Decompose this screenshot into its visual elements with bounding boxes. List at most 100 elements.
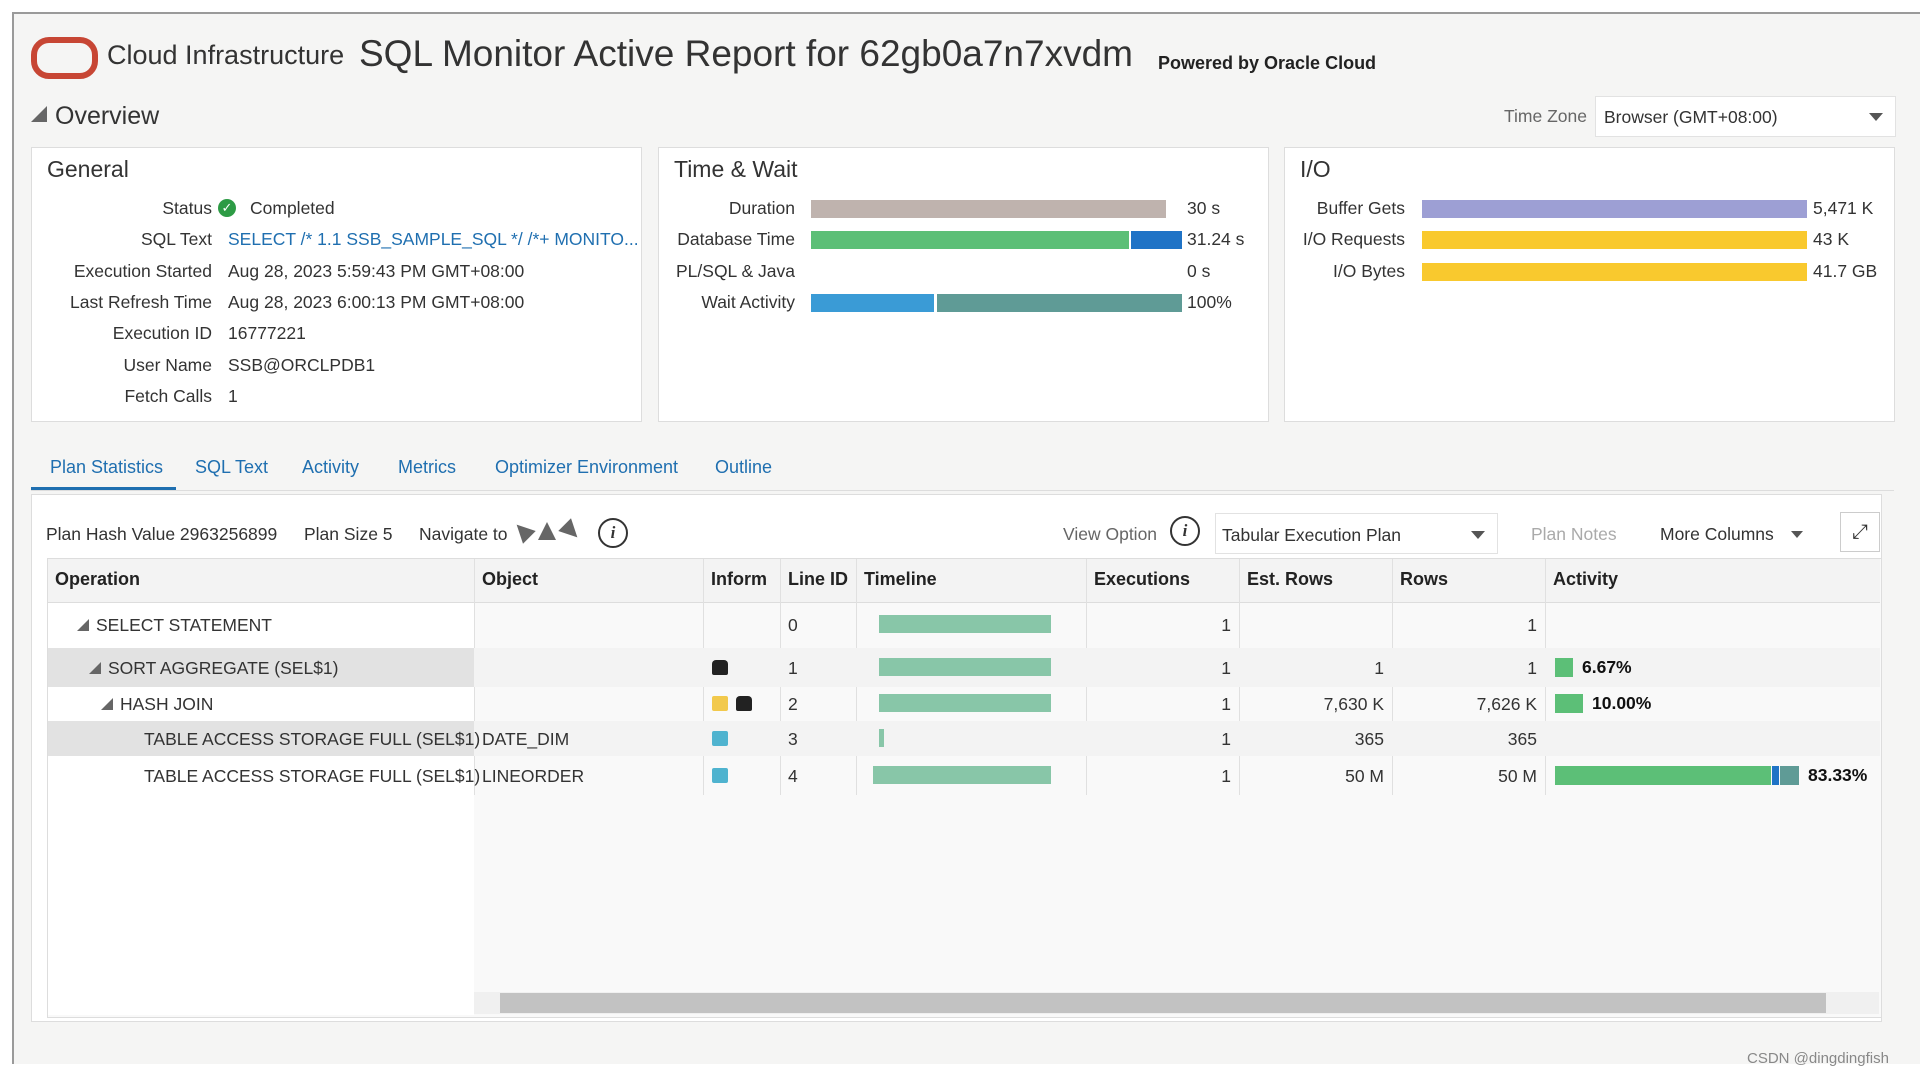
plan-size: Plan Size 5 (304, 524, 393, 544)
overview-title: Overview (55, 102, 160, 130)
more-columns[interactable]: More Columns (1660, 524, 1774, 544)
field-label: SQL Text (140, 229, 212, 250)
expand-icon[interactable] (101, 698, 113, 710)
row-selected (48, 721, 474, 756)
tab-divider (31, 490, 1894, 491)
operation: SELECT STATEMENT (96, 615, 272, 635)
timeline-bar (879, 694, 1051, 712)
nav-arrow[interactable] (538, 522, 556, 540)
timeline-bar (873, 765, 1051, 784)
column-header[interactable]: Object (482, 569, 539, 589)
field-value: 41.7 GB (1813, 260, 1878, 281)
tab[interactable]: SQL Text (195, 457, 269, 477)
bar (1422, 200, 1807, 218)
row-selected (48, 648, 474, 687)
field-label: Database Time (677, 229, 795, 250)
field-label: Duration (728, 198, 795, 218)
line-id: 0 (788, 615, 798, 635)
field-value: SELECT /* 1.1 SSB_SAMPLE_SQL */ /*+ MONI… (228, 229, 639, 250)
activity-value: 83.33% (1808, 764, 1868, 785)
field-label: Wait Activity (701, 291, 795, 312)
bar (1131, 231, 1182, 250)
collapse-icon[interactable] (31, 106, 47, 122)
panel-title: Time & Wait (674, 156, 798, 182)
dropdown-arrow (1471, 531, 1485, 539)
tab[interactable]: Outline (715, 457, 773, 477)
view-option-select[interactable]: Tabular Execution Plan (1215, 513, 1498, 554)
rows: 365 (1507, 728, 1537, 749)
operation: SORT AGGREGATE (SEL$1) (108, 657, 339, 678)
expand-button[interactable]: ⤢ (1840, 512, 1880, 552)
rows: 1 (1527, 657, 1537, 678)
est-rows: 50 M (1345, 765, 1384, 786)
info-icon[interactable]: i (598, 518, 628, 548)
field-label: Execution Started (73, 260, 212, 281)
column-header[interactable]: Rows (1400, 569, 1449, 589)
executions: 1 (1221, 728, 1231, 749)
tab[interactable]: Plan Statistics (50, 457, 164, 477)
rows: 1 (1527, 615, 1537, 635)
info-filter (712, 767, 728, 783)
tab[interactable]: Activity (302, 457, 360, 477)
active-tab-underline (31, 487, 176, 490)
column-header[interactable]: Line ID (788, 569, 849, 589)
oracle-logo (31, 37, 98, 79)
column-header[interactable]: Executions (1094, 569, 1191, 589)
timeline-bar (879, 657, 1051, 676)
field-label: Buffer Gets (1316, 198, 1405, 218)
panel-title: I/O (1300, 156, 1331, 182)
operation: TABLE ACCESS STORAGE FULL (SEL$1) (144, 765, 481, 786)
column-header[interactable]: Operation (55, 569, 141, 589)
plan-notes[interactable]: Plan Notes (1531, 524, 1617, 544)
field-value: 31.24 s (1187, 229, 1245, 250)
time-wait-panel: Time & Wait Duration 30 s Database Time 31.2… (658, 147, 1269, 422)
info-icon[interactable]: i (1170, 516, 1200, 546)
activity-value: 6.67% (1582, 656, 1632, 677)
activity-bar (1772, 765, 1779, 785)
timeline-bar (879, 728, 884, 747)
field-label: Last Refresh Time (70, 291, 212, 312)
activity-bar (1780, 765, 1799, 785)
bar (811, 200, 1166, 218)
expand-icon[interactable] (89, 661, 101, 674)
line-id: 3 (788, 728, 798, 749)
field-label: Execution ID (112, 323, 212, 344)
plan-hash: Plan Hash Value 2963256899 (46, 524, 278, 544)
time-zone-select[interactable]: Browser (GMT+08:00) (1595, 96, 1896, 137)
powered-by: Powered by Oracle Cloud (1158, 53, 1377, 73)
navigate-arrows (510, 518, 584, 544)
timeline-bar (879, 615, 1051, 633)
object: DATE_DIM (482, 728, 570, 749)
nav-arrow[interactable] (510, 518, 536, 544)
tab[interactable]: Optimizer Environment (495, 457, 679, 477)
field-value: 100% (1187, 291, 1232, 312)
scrollbar[interactable] (474, 992, 1879, 1014)
field-value: 5,471 K (1813, 198, 1874, 218)
view-option-value: Tabular Execution Plan (1222, 525, 1401, 545)
field-value: 30 s (1187, 198, 1221, 218)
general-panel: General Status Completed SQL Text SELECT /* … (31, 147, 642, 422)
scroll-thumb[interactable] (500, 993, 1826, 1013)
field-value: Aug 28, 2023 5:59:43 PM GMT+08:00 (228, 260, 525, 281)
object: LINEORDER (482, 765, 585, 786)
info-bino (736, 696, 752, 711)
bar (811, 231, 1129, 250)
est-rows: 365 (1354, 728, 1384, 749)
column-header[interactable]: Est. Rows (1247, 569, 1334, 589)
column-header[interactable]: Inform (711, 569, 767, 589)
rows: 7,626 K (1476, 694, 1537, 714)
brand: Cloud Infrastructure (107, 40, 345, 70)
report-title: SQL Monitor Active Report for 62gb0a7n7x… (359, 33, 1133, 74)
column-header[interactable]: Timeline (864, 569, 937, 589)
executions: 1 (1221, 765, 1231, 786)
activity-bar (1555, 694, 1583, 713)
panel-title: General (47, 156, 129, 182)
tab[interactable]: Metrics (398, 457, 456, 477)
info-note (712, 696, 728, 711)
expand-icon[interactable] (77, 619, 89, 631)
column-header[interactable]: Activity (1553, 569, 1619, 589)
view-option-label: View Option (1063, 524, 1158, 544)
dropdown-arrow (1791, 531, 1803, 538)
time-zone-label: Time Zone (1504, 106, 1587, 126)
